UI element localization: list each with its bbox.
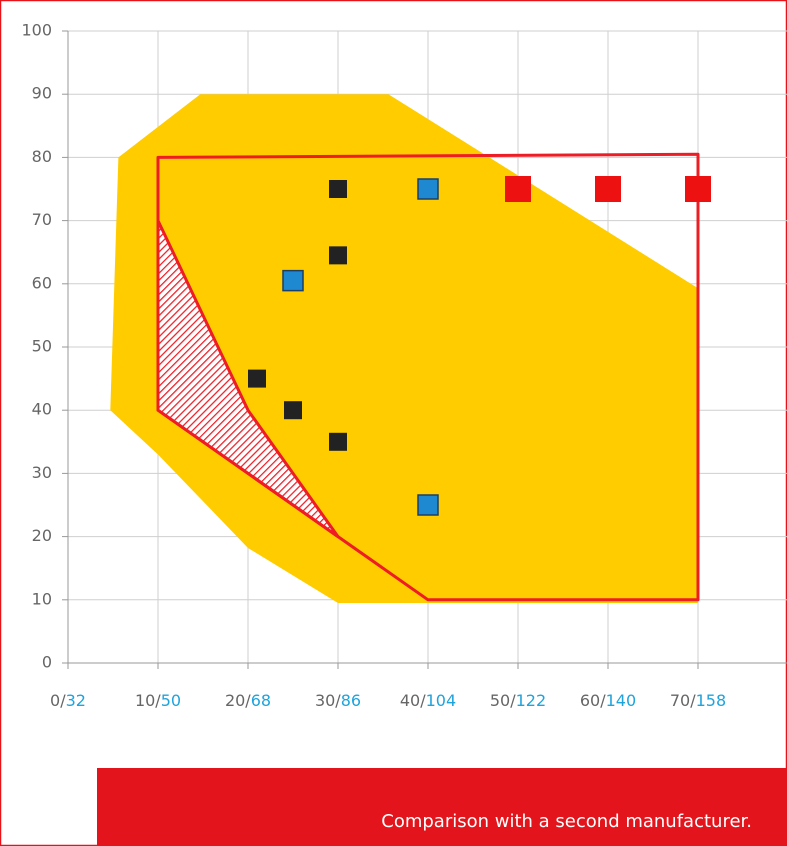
y-tick-label: 80 [32, 147, 52, 166]
x-tick-label: 60/140 [580, 691, 636, 710]
point [329, 180, 347, 198]
point [417, 178, 439, 200]
point [417, 494, 439, 516]
point [329, 432, 347, 451]
x-tick-label: 70/158 [670, 691, 726, 710]
y-tick-label: 10 [32, 589, 52, 608]
x-tick-label: 40/104 [400, 691, 456, 710]
region-outline [156, 152, 700, 602]
y-tick-label: 60 [32, 273, 52, 292]
x-tick-label: 0/32 [50, 691, 86, 710]
y-tick-label: 0 [42, 653, 52, 672]
y-tick-label: 30 [32, 463, 52, 482]
point [248, 369, 266, 388]
y-tick-label: 90 [32, 84, 52, 103]
x-tick-label: 10/50 [135, 691, 181, 710]
point [284, 401, 302, 420]
y-tick-label: 100 [21, 21, 52, 40]
caption-box [97, 768, 787, 846]
caption: Comparison with a second manufacturer. [381, 811, 752, 832]
point [685, 176, 711, 202]
point [505, 176, 531, 202]
point [595, 176, 621, 202]
x-tick-label: 20/68 [225, 691, 271, 710]
point [329, 246, 347, 265]
y-tick-label: 40 [32, 400, 52, 419]
x-tick-label: 30/86 [315, 691, 361, 710]
y-tick-label: 50 [32, 337, 52, 356]
y-tick-label: 20 [32, 526, 52, 545]
plot: 0 10 20 30 40 50 60 70 80 90 100 0/32 10/50 20/68 30/8… [21, 21, 787, 710]
x-tick-label: 50/122 [490, 691, 546, 710]
y-tick-label: 70 [32, 210, 52, 229]
point [282, 269, 304, 292]
